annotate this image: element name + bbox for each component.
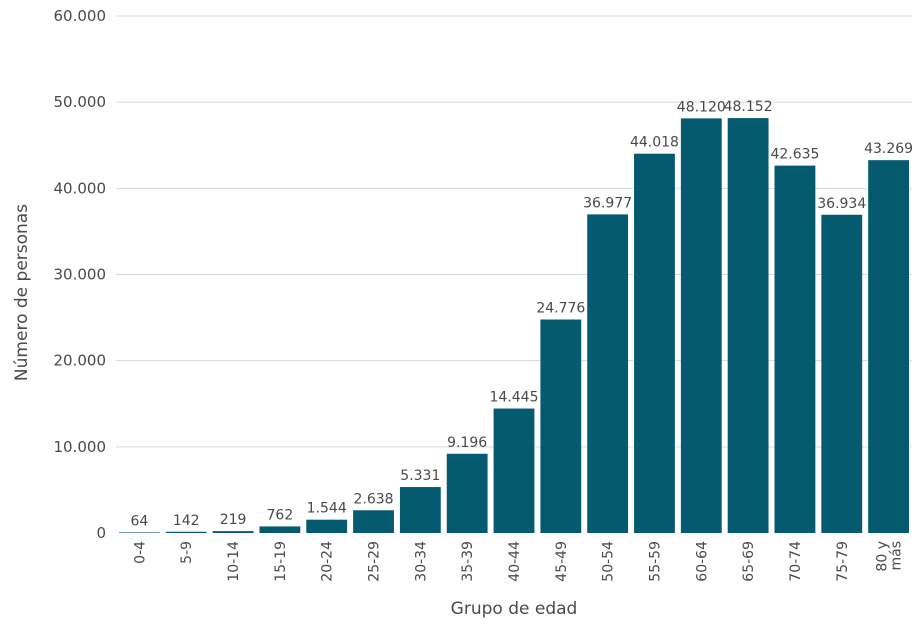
- y-tick-label: 20.000: [54, 352, 107, 370]
- y-tick-label: 60.000: [54, 7, 107, 25]
- x-tick-label-line: 55-59: [647, 541, 663, 582]
- x-tick-label-line: 15-19: [273, 541, 289, 582]
- x-tick-label: 35-39: [460, 541, 476, 582]
- bar: [399, 487, 441, 533]
- x-tick-label: 60-64: [694, 541, 710, 582]
- data-label: 44.018: [630, 135, 679, 151]
- bar: [306, 519, 348, 533]
- bar: [446, 453, 488, 533]
- data-label: 36.934: [817, 196, 866, 212]
- bar: [493, 408, 535, 533]
- x-tick-label-line: 5-9: [179, 541, 195, 564]
- y-tick-label: 10.000: [54, 438, 107, 456]
- x-tick-label: 20-24: [320, 541, 336, 582]
- bar: [727, 118, 769, 533]
- x-tick-label-line: 0-4: [132, 541, 148, 564]
- bar: [212, 531, 254, 533]
- x-tick-label-line: 30-34: [413, 541, 429, 582]
- bars: [119, 118, 909, 534]
- x-tick-label: 45-49: [554, 541, 570, 582]
- bar: [680, 118, 722, 533]
- data-label: 2.638: [353, 491, 393, 507]
- x-tick-label: 10-14: [226, 541, 242, 582]
- bar: [165, 531, 207, 533]
- x-tick-label: 55-59: [647, 541, 663, 582]
- x-tick-label-line: más: [889, 541, 905, 571]
- data-label: 142: [173, 513, 200, 529]
- x-tick-label: 25-29: [367, 541, 383, 582]
- x-tick-label: 50-54: [601, 541, 617, 582]
- x-tick-label-line: 25-29: [367, 541, 383, 582]
- bar: [540, 319, 582, 533]
- x-axis-title: Grupo de edad: [451, 599, 578, 619]
- data-label: 64: [130, 513, 148, 529]
- x-tick-label-line: 80 y: [875, 541, 891, 572]
- x-tick-label-line: 35-39: [460, 541, 476, 582]
- data-label: 48.152: [724, 99, 773, 115]
- bar: [774, 165, 816, 533]
- bar: [821, 214, 863, 534]
- y-tick-label: 0: [96, 524, 106, 542]
- x-tick-label-line: 50-54: [601, 541, 617, 582]
- x-tick-label-line: 40-44: [507, 541, 523, 582]
- x-tick-label: 65-69: [741, 541, 757, 582]
- y-axis-title: Número de personas: [12, 204, 32, 381]
- data-label: 42.635: [770, 147, 819, 163]
- bar: [259, 526, 301, 533]
- data-label: 5.331: [400, 468, 440, 484]
- x-tick-label-line: 70-74: [788, 541, 804, 582]
- x-tick-label: 15-19: [273, 541, 289, 582]
- x-tick-label-line: 65-69: [741, 541, 757, 582]
- x-tick-label: 70-74: [788, 541, 804, 582]
- bar: [353, 510, 394, 533]
- x-tick-label: 30-34: [413, 541, 429, 582]
- x-tick-label-line: 75-79: [835, 541, 851, 582]
- data-labels: 64 142 219 762 1.544 2.638 5.331 9.196 14.445 24.…: [130, 99, 913, 529]
- x-tick-label-line: 10-14: [226, 541, 242, 582]
- data-label: 1.544: [307, 501, 347, 517]
- x-tick-label: 0-4: [132, 541, 148, 564]
- bar: [634, 153, 675, 534]
- x-tick-label-line: 45-49: [554, 541, 570, 582]
- x-tick-label-line: 20-24: [320, 541, 336, 582]
- data-label: 43.269: [864, 141, 913, 157]
- x-axis-category-labels: 0-4 5-9 10-14 15-19 20-24 25-29 30-34 35-39 40-4…: [132, 541, 904, 582]
- y-tick-label: 40.000: [54, 179, 107, 197]
- x-tick-label: 40-44: [507, 541, 523, 582]
- y-tick-label: 30.000: [54, 266, 107, 284]
- data-label: 9.196: [447, 435, 487, 451]
- x-tick-label: 5-9: [179, 541, 195, 564]
- data-label: 219: [220, 512, 247, 528]
- data-label: 762: [267, 507, 294, 523]
- bar: [587, 214, 629, 533]
- data-label: 48.120: [677, 99, 726, 115]
- y-axis-tick-labels: 0 10.000 20.000 30.000 40.000 50.000 60.000: [54, 7, 107, 542]
- x-tick-label-line: 60-64: [694, 541, 710, 582]
- data-label: 24.776: [536, 301, 585, 317]
- data-label: 36.977: [583, 195, 632, 211]
- data-label: 14.445: [490, 390, 539, 406]
- bar: [868, 160, 909, 533]
- x-tick-label: 75-79: [835, 541, 851, 582]
- bar: [119, 532, 160, 533]
- y-tick-label: 50.000: [54, 93, 107, 111]
